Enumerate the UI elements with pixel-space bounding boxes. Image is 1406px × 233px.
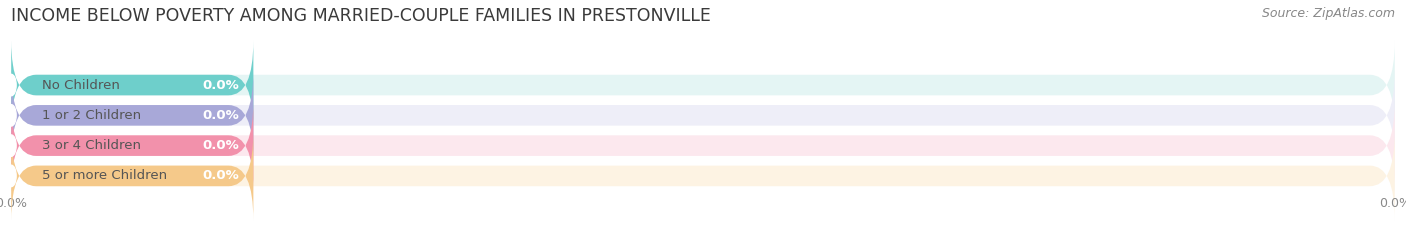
Text: Source: ZipAtlas.com: Source: ZipAtlas.com xyxy=(1261,7,1395,20)
Circle shape xyxy=(7,135,15,156)
Circle shape xyxy=(7,74,15,96)
Text: 0.0%: 0.0% xyxy=(202,79,239,92)
FancyBboxPatch shape xyxy=(11,101,1395,190)
FancyBboxPatch shape xyxy=(11,132,253,220)
Circle shape xyxy=(7,165,15,187)
FancyBboxPatch shape xyxy=(11,41,253,129)
Text: 0.0%: 0.0% xyxy=(202,109,239,122)
FancyBboxPatch shape xyxy=(11,101,253,190)
Text: 5 or more Children: 5 or more Children xyxy=(42,169,167,182)
Text: 0.0%: 0.0% xyxy=(202,139,239,152)
Circle shape xyxy=(7,105,15,126)
FancyBboxPatch shape xyxy=(11,71,1395,160)
FancyBboxPatch shape xyxy=(11,132,1395,220)
Text: No Children: No Children xyxy=(42,79,120,92)
Text: INCOME BELOW POVERTY AMONG MARRIED-COUPLE FAMILIES IN PRESTONVILLE: INCOME BELOW POVERTY AMONG MARRIED-COUPL… xyxy=(11,7,711,25)
Text: 0.0%: 0.0% xyxy=(202,169,239,182)
Text: 1 or 2 Children: 1 or 2 Children xyxy=(42,109,141,122)
FancyBboxPatch shape xyxy=(11,41,1395,129)
FancyBboxPatch shape xyxy=(11,71,253,160)
Text: 3 or 4 Children: 3 or 4 Children xyxy=(42,139,141,152)
